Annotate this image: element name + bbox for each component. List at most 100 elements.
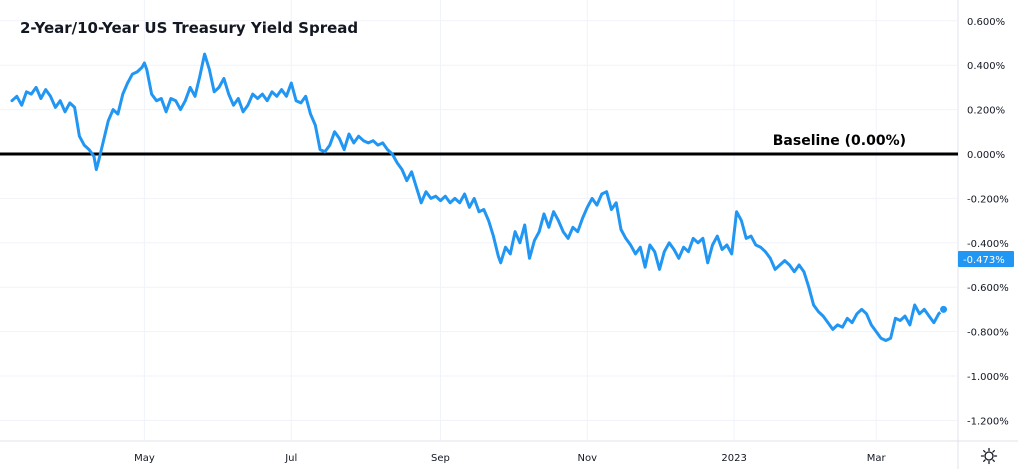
data-point	[256, 97, 259, 100]
y-tick-label: -0.600%	[967, 283, 1009, 294]
data-point	[401, 168, 403, 171]
data-point	[884, 339, 887, 342]
data-point	[59, 99, 61, 102]
data-point	[396, 162, 398, 164]
data-point	[591, 197, 593, 200]
data-point	[658, 268, 661, 271]
data-point	[716, 235, 719, 237]
data-point	[150, 93, 153, 95]
data-point	[319, 148, 321, 151]
data-point	[653, 250, 656, 253]
data-point	[894, 317, 897, 320]
data-point	[304, 95, 307, 98]
gear-icon[interactable]	[980, 447, 998, 465]
data-point	[548, 226, 550, 229]
data-point	[184, 99, 187, 102]
data-point	[803, 270, 805, 273]
data-point	[16, 95, 18, 98]
data-point	[533, 239, 536, 242]
data-point	[434, 195, 437, 197]
data-point	[649, 244, 651, 246]
data-point	[634, 253, 637, 255]
data-point	[155, 99, 158, 102]
data-point	[663, 250, 666, 253]
data-point	[78, 135, 81, 138]
data-point	[11, 99, 13, 102]
data-point	[851, 321, 853, 324]
data-point	[677, 257, 680, 260]
data-point	[889, 337, 892, 340]
data-point	[523, 224, 526, 226]
data-point	[405, 179, 408, 182]
data-point	[865, 313, 868, 315]
data-point	[740, 219, 743, 222]
data-point	[174, 99, 177, 102]
y-tick-label: -0.200%	[967, 194, 1009, 205]
data-point	[30, 93, 33, 95]
data-point	[807, 286, 810, 289]
data-point	[131, 73, 134, 75]
data-point	[774, 268, 776, 271]
data-point	[759, 246, 762, 249]
data-point	[463, 193, 466, 195]
data-point	[309, 113, 312, 115]
data-point	[439, 199, 442, 202]
data-point	[937, 313, 940, 315]
y-tick-label: 0.200%	[967, 106, 1005, 117]
data-point	[682, 246, 685, 249]
data-point	[353, 142, 355, 144]
data-point	[673, 248, 675, 251]
data-point	[596, 204, 598, 206]
data-point	[639, 246, 642, 249]
data-point	[697, 242, 699, 244]
data-point	[93, 155, 95, 158]
series-line	[10, 52, 946, 342]
y-tick-label: -0.800%	[967, 328, 1009, 339]
x-axis: May Jul Sep Nov 2023 Mar	[134, 453, 886, 464]
data-point	[779, 264, 781, 266]
data-point	[473, 197, 475, 200]
data-point	[832, 328, 834, 331]
data-point	[117, 113, 119, 115]
data-point	[692, 237, 695, 240]
data-point	[846, 317, 849, 320]
data-point	[702, 237, 704, 240]
data-point	[783, 259, 786, 262]
data-point	[449, 202, 451, 204]
data-point	[324, 150, 326, 153]
data-point	[769, 257, 772, 260]
data-point	[102, 139, 105, 142]
data-point	[64, 111, 66, 113]
data-point	[227, 93, 230, 95]
data-point	[567, 237, 569, 240]
y-tick-label: 0.000%	[967, 150, 1005, 161]
data-point	[54, 106, 57, 109]
data-point	[160, 97, 163, 100]
data-point	[126, 82, 129, 84]
x-tick-label: Sep	[431, 453, 450, 464]
data-point	[745, 237, 747, 240]
data-point	[557, 219, 560, 222]
data-point	[711, 244, 714, 246]
data-point	[357, 135, 360, 138]
data-point	[165, 111, 167, 113]
data-point	[504, 246, 507, 249]
data-point	[194, 95, 196, 98]
data-point	[97, 159, 100, 162]
data-point	[189, 86, 191, 89]
y-tick-label: -1.000%	[967, 372, 1009, 383]
data-point	[576, 230, 579, 233]
data-point	[543, 213, 545, 215]
data-point	[261, 93, 264, 95]
chart-title: 2-Year/10-Year US Treasury Yield Spread	[20, 19, 359, 37]
data-point	[203, 53, 206, 55]
data-point	[420, 202, 423, 204]
data-point	[314, 124, 317, 126]
data-point	[629, 244, 632, 246]
x-tick-label: Jul	[284, 453, 297, 464]
data-point	[812, 304, 815, 306]
data-point	[35, 86, 37, 89]
